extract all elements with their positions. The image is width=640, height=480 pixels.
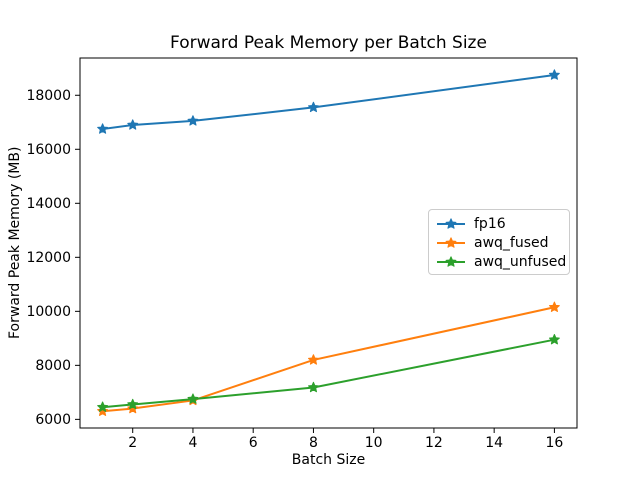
legend: fp16 awq_fused awq_unfused	[428, 209, 570, 275]
legend-entry-awq-unfused: awq_unfused	[436, 253, 567, 272]
series-line-fp16	[101, 74, 556, 131]
legend-label: fp16	[474, 215, 506, 232]
legend-star	[445, 256, 457, 268]
x-axis-label: Batch Size	[291, 452, 366, 468]
y-tick-label: 10000	[26, 304, 71, 320]
axes-spines	[79, 57, 578, 429]
legend-line-star-icon	[437, 217, 465, 229]
marker-fp16-16	[548, 69, 560, 80]
marker-awq_fused-2	[127, 402, 139, 414]
marker-fp16-1	[97, 123, 109, 134]
y-tick-label: 18000	[26, 88, 71, 104]
marker-fp16-4	[187, 115, 199, 126]
marker-awq_unfused-2	[127, 398, 139, 410]
series-line-awq_unfused	[101, 338, 556, 409]
x-tick-label: 4	[188, 435, 197, 451]
y-tick-label: 12000	[26, 250, 71, 266]
legend-line-star-icon	[437, 237, 465, 248]
marker-awq_unfused-1	[97, 401, 109, 412]
x-tick-label: 6	[249, 435, 258, 451]
marker-fp16-8	[307, 101, 319, 113]
legend-entry-awq-fused: awq_fused	[436, 233, 563, 252]
x-tick-label: 10	[365, 435, 383, 451]
x-tick-label: 16	[545, 435, 563, 451]
legend-label: awq_unfused	[474, 254, 567, 271]
legend-line-star-icon	[437, 256, 465, 268]
x-tick-label: 14	[485, 435, 503, 451]
chart-title: Forward Peak Memory per Batch Size	[170, 33, 487, 53]
x-tick-label: 12	[425, 435, 443, 451]
legend-label: awq_fused	[474, 234, 549, 251]
y-tick-label: 16000	[26, 142, 71, 158]
legend-star	[445, 237, 457, 248]
marker-awq_unfused-16	[548, 333, 560, 345]
marker-awq_unfused-8	[307, 381, 319, 393]
x-tick-label: 8	[309, 435, 318, 451]
legend-star	[445, 217, 457, 229]
x-tick-label: 2	[128, 435, 137, 451]
marker-fp16-2	[127, 119, 139, 130]
marker-awq_fused-16	[548, 301, 560, 312]
series-line-awq_fused	[101, 306, 556, 413]
marker-awq_fused-1	[97, 405, 109, 416]
legend-entry-fp16: fp16	[436, 214, 563, 233]
y-tick-label: 8000	[35, 358, 71, 374]
marker-awq_unfused-4	[187, 393, 199, 404]
y-tick-label: 14000	[26, 196, 71, 212]
y-tick-label: 6000	[35, 412, 71, 428]
marker-awq_fused-8	[307, 354, 319, 365]
